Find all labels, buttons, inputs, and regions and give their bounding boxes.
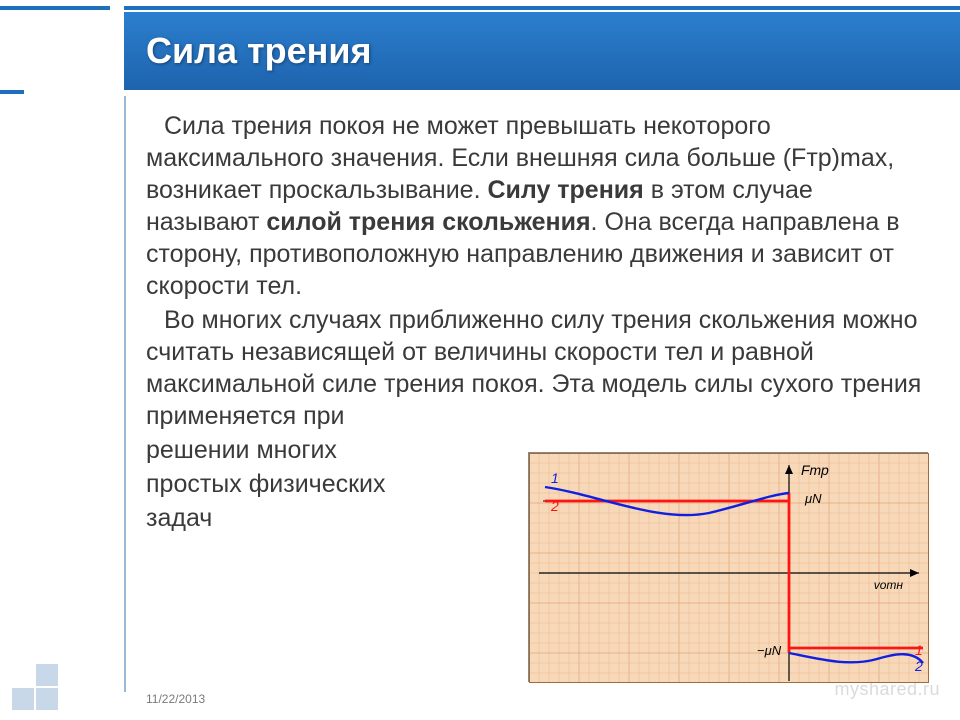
- svg-text:2: 2: [550, 498, 559, 514]
- svg-text:−μN: −μN: [757, 643, 782, 658]
- friction-chart: 1221FтрvотнμN−μN: [528, 452, 928, 682]
- p1-bold-2: силой трения скольжения: [266, 208, 590, 236]
- tail-line-2: простых физических: [146, 468, 506, 500]
- svg-text:μN: μN: [804, 491, 822, 506]
- top-accent-bar: [0, 6, 960, 10]
- top-accent-gap: [110, 6, 124, 10]
- page-title: Сила трения: [146, 30, 372, 72]
- logo-square: [36, 664, 58, 686]
- logo-square: [12, 688, 34, 710]
- footer-date: 11/22/2013: [146, 692, 205, 706]
- svg-text:vотн: vотн: [874, 578, 904, 592]
- title-bar: Сила трения: [124, 12, 960, 90]
- left-accent-tick: [0, 90, 24, 94]
- chart-svg: 1221FтрvотнμN−μN: [529, 453, 929, 683]
- svg-text:2: 2: [914, 658, 923, 674]
- vertical-rule: [124, 96, 126, 692]
- paragraph-2: Во многих случаях приближенно силу трени…: [146, 304, 924, 432]
- tail-line-1: решении многих: [146, 434, 506, 466]
- p1-bold-1: Силу трения: [487, 176, 643, 204]
- svg-text:Fтр: Fтр: [801, 462, 829, 478]
- logo-square: [36, 688, 58, 710]
- paragraph-1: Сила трения покоя не может превышать нек…: [146, 110, 924, 302]
- tail-line-3: задач: [146, 502, 506, 534]
- corner-logo: [12, 664, 72, 710]
- slide: Сила трения Сила трения покоя не может п…: [0, 0, 960, 720]
- svg-text:1: 1: [915, 642, 923, 658]
- svg-text:1: 1: [551, 470, 559, 486]
